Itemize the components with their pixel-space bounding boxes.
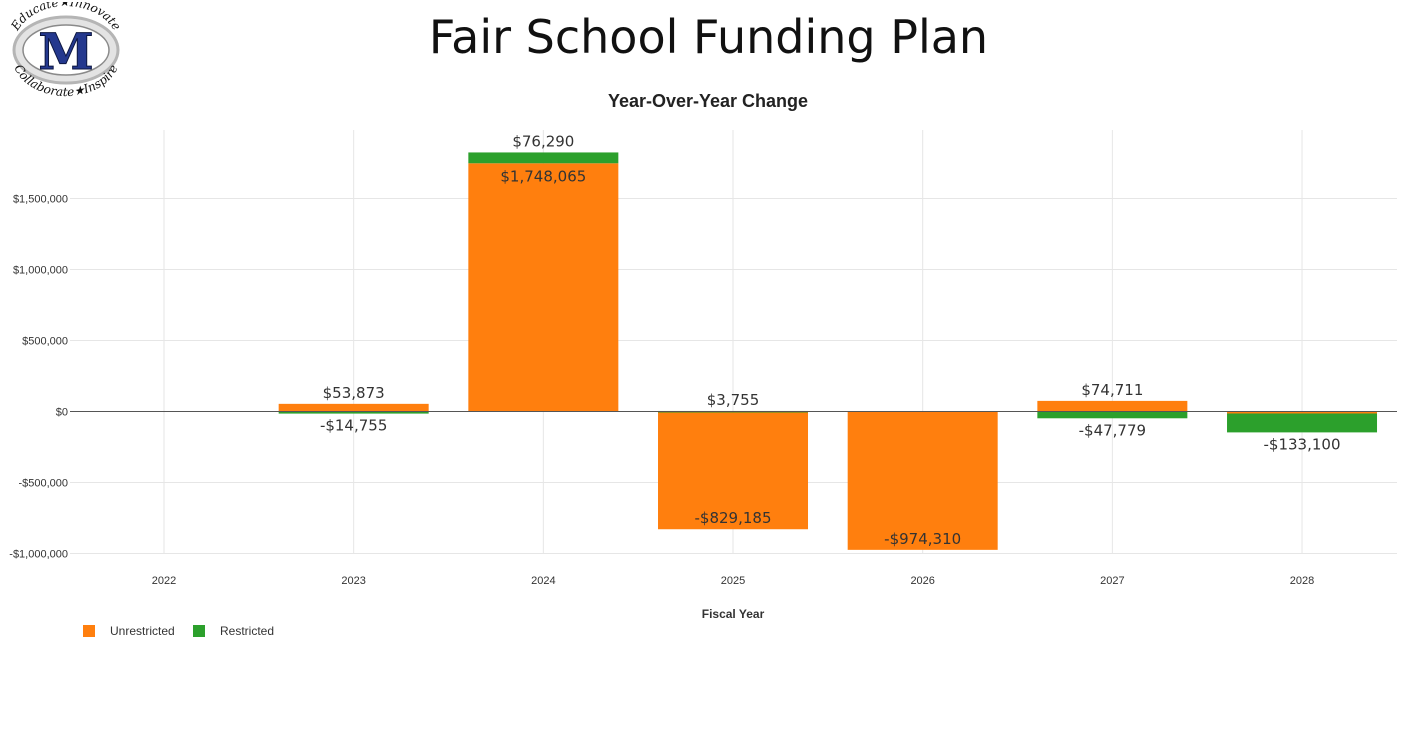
y-tick-label: $0 xyxy=(56,407,68,419)
data-label-unrestricted-2025: -$829,185 xyxy=(695,509,772,527)
gridlines xyxy=(70,130,1397,554)
x-tick-label: 2023 xyxy=(341,575,365,587)
x-tick-label: 2024 xyxy=(531,575,555,587)
data-label-restricted-2027: -$47,779 xyxy=(1079,421,1146,439)
bar-restricted-2028 xyxy=(1227,413,1378,433)
data-label-restricted-2023: -$14,755 xyxy=(320,417,387,435)
y-tick-label: -$1,000,000 xyxy=(9,549,68,561)
x-tick-label: 2025 xyxy=(721,575,745,587)
bar-unrestricted-2023 xyxy=(278,403,429,412)
bars xyxy=(278,152,1378,550)
bar-unrestricted-2025 xyxy=(658,411,809,530)
y-tick-label: -$500,000 xyxy=(18,478,68,490)
bar-unrestricted-2026 xyxy=(847,411,998,550)
x-tick-label: 2027 xyxy=(1100,575,1124,587)
bar-unrestricted-2027 xyxy=(1037,400,1188,412)
data-labels: $53,873 $1,748,065 -$829,185 -$974,310 $74,7… xyxy=(320,132,1341,547)
school-logo: M Educate★Innovate Collaborate★Inspire xyxy=(8,2,124,98)
y-tick-label: $1,000,000 xyxy=(13,265,68,277)
y-tick-label: $500,000 xyxy=(22,336,68,348)
data-label-unrestricted-2027: $74,711 xyxy=(1081,381,1143,399)
legend-label-restricted: Restricted xyxy=(220,624,274,638)
x-tick-label: 2028 xyxy=(1290,575,1314,587)
legend-label-unrestricted: Unrestricted xyxy=(110,624,175,638)
y-tick-label: $1,500,000 xyxy=(13,194,68,206)
bar-restricted-2023 xyxy=(278,411,429,414)
x-tick-label: 2022 xyxy=(152,575,176,587)
bar-restricted-2024 xyxy=(468,152,619,164)
data-label-unrestricted-2026: -$974,310 xyxy=(884,530,961,548)
data-label-restricted-2024: $76,290 xyxy=(512,132,574,150)
bar-unrestricted-2028 xyxy=(1227,411,1378,414)
data-label-unrestricted-2023: $53,873 xyxy=(323,384,385,402)
x-tick-label: 2026 xyxy=(910,575,934,587)
data-label-restricted-2025: $3,755 xyxy=(707,391,760,409)
chart-title: Year-Over-Year Change xyxy=(608,91,808,111)
legend-swatch-unrestricted xyxy=(83,625,95,637)
data-label-unrestricted-2024: $1,748,065 xyxy=(500,167,586,185)
bar-unrestricted-2024 xyxy=(468,163,619,412)
bar-restricted-2027 xyxy=(1037,411,1188,419)
axes: $1,500,000 $1,000,000 $500,000 $0 -$500,000 -… xyxy=(9,194,1397,587)
data-label-restricted-2028: -$133,100 xyxy=(1264,435,1341,453)
legend-swatch-restricted xyxy=(193,625,205,637)
svg-text:M: M xyxy=(38,22,93,81)
page-title: Fair School Funding Plan xyxy=(428,10,989,64)
legend: Unrestricted Restricted xyxy=(83,624,274,638)
x-axis-title: Fiscal Year xyxy=(702,607,765,621)
